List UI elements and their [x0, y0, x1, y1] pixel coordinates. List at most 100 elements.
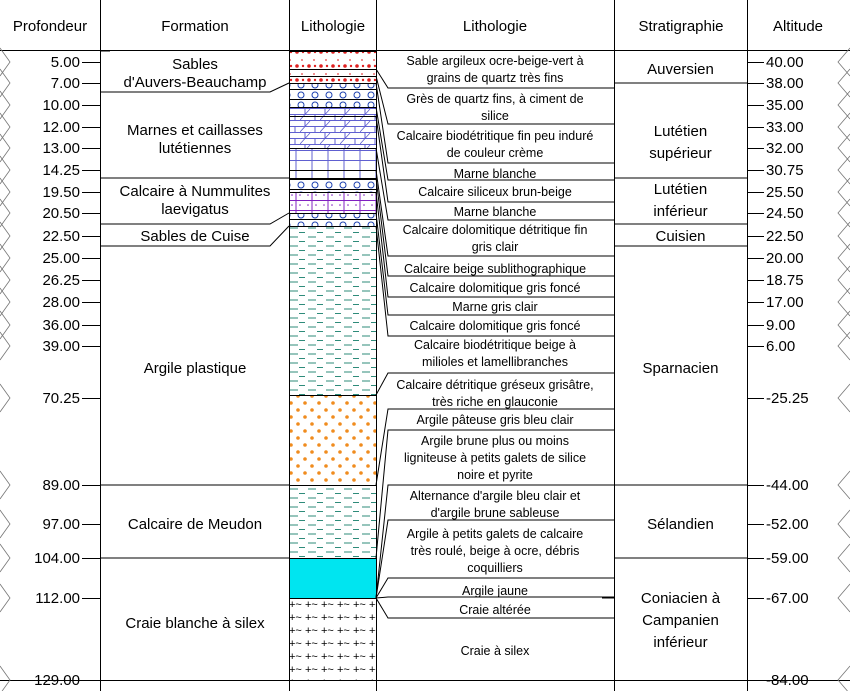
labels: 5.00 7.00 10.00 12.00 13.00 14.25 19.50 20.50 22… — [34, 54, 808, 689]
depth-bracket — [0, 155, 11, 185]
altitude-bracket — [837, 509, 850, 539]
header-lithologie-column: Lithologie — [301, 18, 365, 35]
lithology-description: Calcaire siliceux brun-beige — [418, 185, 572, 199]
lithology-description: très riche en glauconie — [432, 395, 558, 409]
altitude-tick-label: 18.75 — [766, 272, 804, 289]
lithology-layer — [290, 485, 376, 558]
formation-label: Marnes et caillasses — [127, 122, 263, 139]
depth-tick-label: 14.25 — [42, 162, 80, 179]
altitude-tick-label: -52.00 — [766, 516, 809, 533]
description-connector — [375, 577, 614, 599]
altitude-tick-label: 6.00 — [766, 338, 795, 355]
altitude-bracket — [837, 583, 850, 613]
altitude-tick-label: 38.00 — [766, 75, 804, 92]
depth-bracket — [0, 665, 11, 691]
depth-tick-label: 39.00 — [42, 338, 80, 355]
lithology-description: Argile brune plus ou moins — [421, 434, 569, 448]
formation-label: Craie blanche à silex — [125, 615, 265, 632]
formation-connector — [100, 82, 290, 93]
altitude-tick-label: 24.50 — [766, 205, 804, 222]
lithology-description: Calcaire dolomitique gris foncé — [410, 281, 581, 295]
lithology-description: d'argile brune sableuse — [431, 506, 560, 520]
depth-tick-label: 19.50 — [42, 184, 80, 201]
lithology-description: Craie altérée — [459, 603, 531, 617]
description-connector — [375, 597, 614, 619]
lithology-layer — [290, 226, 376, 395]
altitude-bracket — [837, 90, 850, 120]
lithology-description: Argile jaune — [462, 584, 528, 598]
lithology-layer — [290, 598, 376, 680]
description-connector — [375, 82, 614, 164]
altitude-bracket — [837, 265, 850, 295]
lithology-description: Calcaire détritique gréseux grisâtre, — [396, 378, 593, 392]
lithology-column — [290, 51, 376, 680]
depth-bracket — [0, 331, 11, 361]
depth-tick-label: 22.50 — [42, 228, 80, 245]
header-profondeur: Profondeur — [13, 18, 87, 35]
formation-label: Sables — [172, 56, 218, 73]
stratigraphy-label: Lutétien — [654, 181, 707, 198]
stratigraphy-label: Cuisien — [655, 228, 705, 245]
lithology-layer — [290, 148, 376, 170]
lithology-layer — [290, 192, 376, 213]
depth-tick-label: 10.00 — [42, 97, 80, 114]
lithology-description: Craie à silex — [461, 644, 531, 658]
description-connector — [375, 177, 614, 277]
depth-bracket — [0, 383, 11, 413]
lithology-description: Marne blanche — [454, 167, 537, 181]
depth-bracket — [0, 243, 11, 273]
description-connector — [375, 147, 614, 221]
depth-tick-label: 129.00 — [34, 672, 80, 689]
depth-tick-label: 25.00 — [42, 250, 80, 267]
depth-tick-label: 7.00 — [51, 75, 80, 92]
altitude-bracket — [837, 155, 850, 185]
stratigraphy-label: inférieur — [653, 203, 707, 220]
lithology-layer — [290, 558, 376, 598]
altitude-bracket — [837, 221, 850, 251]
altitude-bracket — [837, 331, 850, 361]
depth-bracket — [0, 47, 11, 77]
altitude-tick-label: 32.00 — [766, 140, 804, 157]
depth-tick-label: 28.00 — [42, 294, 80, 311]
lithology-layer — [290, 69, 376, 76]
altitude-bracket — [837, 383, 850, 413]
formation-connector — [100, 212, 290, 225]
altitude-tick-label: -59.00 — [766, 550, 809, 567]
depth-bracket — [0, 265, 11, 295]
lithology-description: Calcaire biodétritique beige à — [414, 338, 576, 352]
depth-tick-label: 97.00 — [42, 516, 80, 533]
altitude-bracket — [837, 243, 850, 273]
altitude-tick-label: 30.75 — [766, 162, 804, 179]
depth-bracket — [0, 221, 11, 251]
lithology-description: de couleur crème — [447, 146, 544, 160]
depth-bracket — [0, 133, 11, 163]
depth-tick-label: 26.25 — [42, 272, 80, 289]
depth-tick-label: 104.00 — [34, 550, 80, 567]
formation-label: lutétiennes — [159, 140, 232, 157]
lithology-layer — [290, 51, 376, 69]
depth-bracket — [0, 68, 11, 98]
lithology-description: noire et pyrite — [457, 468, 533, 482]
altitude-tick-label: 33.00 — [766, 119, 804, 136]
altitude-bracket — [837, 133, 850, 163]
depth-tick-label: 89.00 — [42, 477, 80, 494]
stratigraphy-label: Auversien — [647, 61, 714, 78]
description-connector — [375, 429, 614, 559]
depth-bracket — [0, 310, 11, 340]
lithology-layer — [290, 107, 376, 116]
tick-marks — [0, 47, 850, 691]
description-connector — [375, 115, 614, 203]
altitude-bracket — [837, 177, 850, 207]
lithology-description: milioles et lamellibranches — [422, 355, 568, 369]
header-lithologie-description: Lithologie — [463, 18, 527, 35]
header-formation: Formation — [161, 18, 229, 35]
lithology-description: gris clair — [472, 240, 519, 254]
lithology-description: Argile à petits galets de calcaire — [407, 527, 584, 541]
lithology-description: Argile pâteuse gris bleu clair — [416, 413, 573, 427]
depth-bracket — [0, 198, 11, 228]
lithology-layer — [290, 213, 376, 226]
altitude-bracket — [837, 112, 850, 142]
altitude-bracket — [837, 665, 850, 691]
altitude-tick-label: 22.50 — [766, 228, 804, 245]
stratigraphy-label: supérieur — [649, 145, 712, 162]
